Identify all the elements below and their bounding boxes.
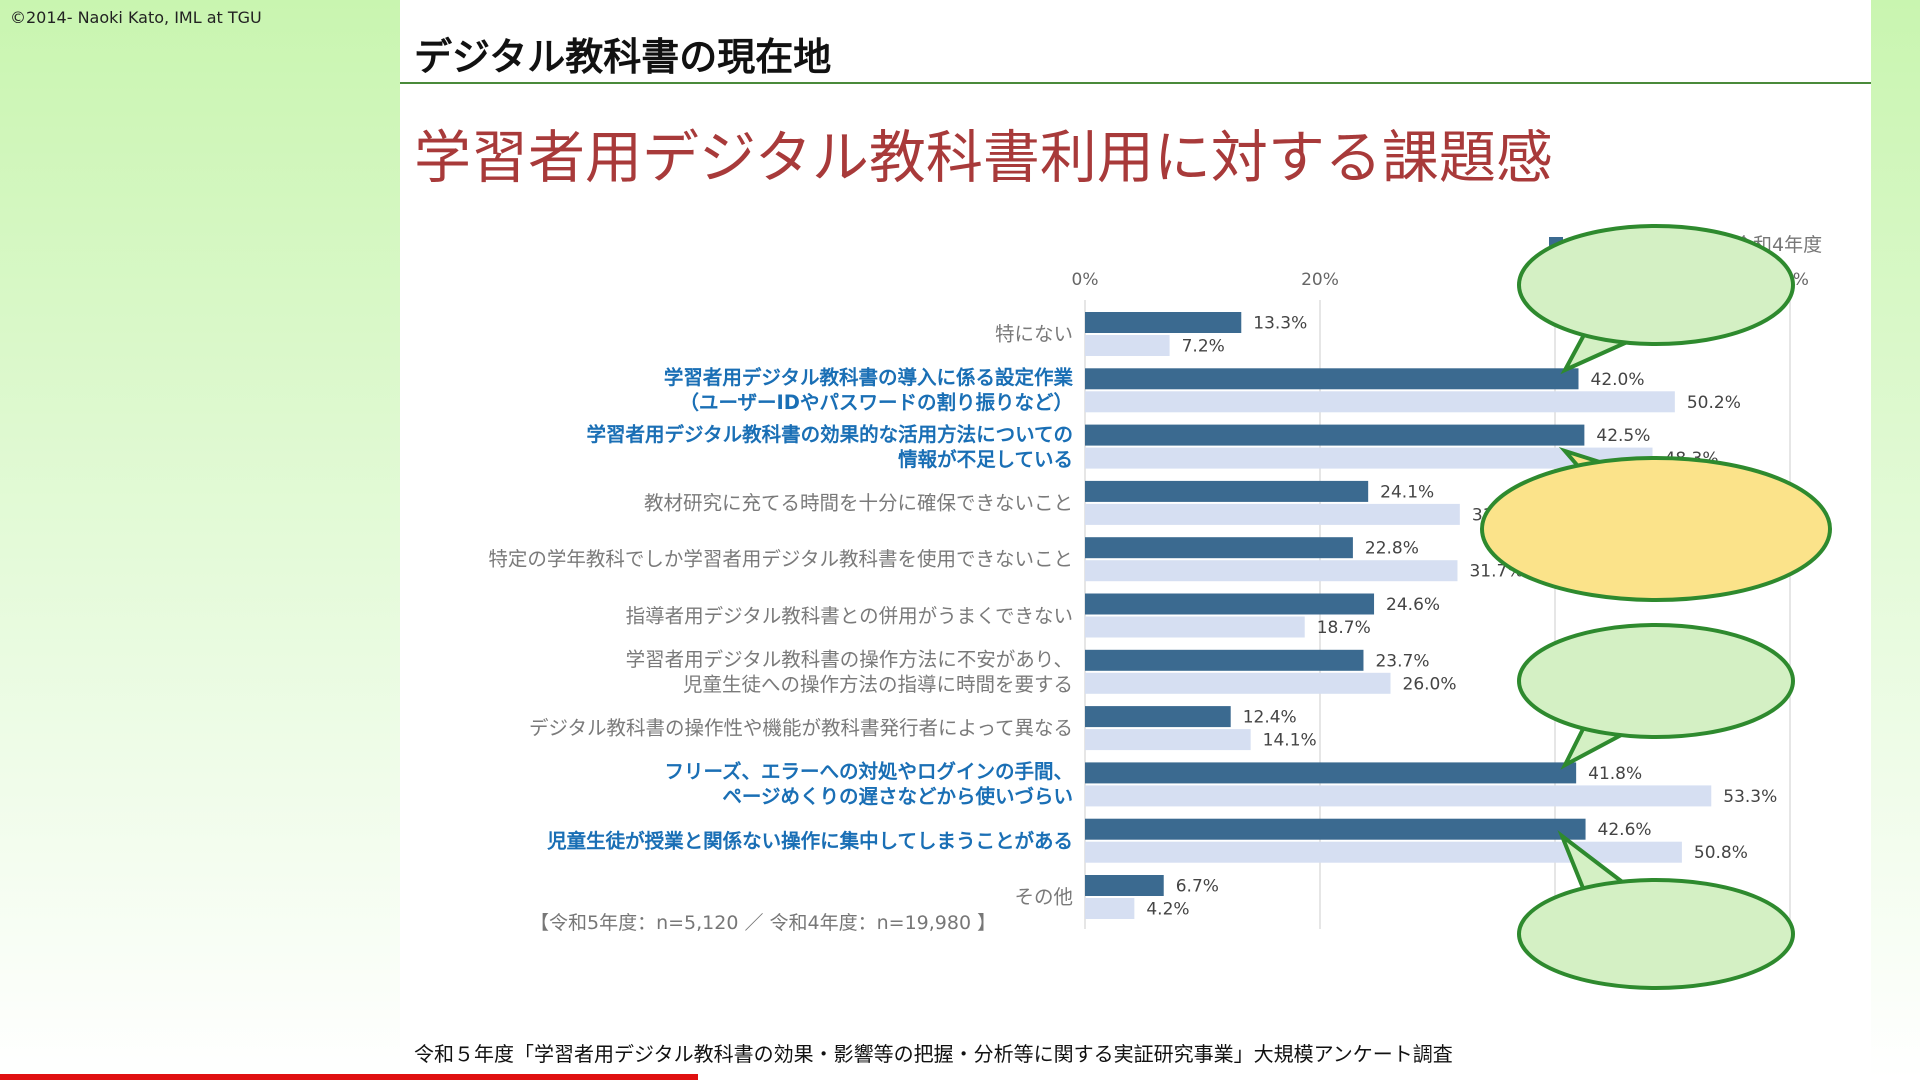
bar [1085,391,1675,413]
category-label: フリーズ、エラーへの対処やログインの手間、 ページめくりの遅さなどから使いづらい [664,760,1073,809]
value-label: 26.0% [1403,674,1457,694]
bar [1085,335,1170,356]
callout-bubble [1517,878,1795,990]
chart-title: 学習者用デジタル教科書利用に対する課題感 [414,125,1553,191]
bar [1085,312,1242,333]
category-label: 児童生徒が授業と関係ない操作に集中してしまうことがある [547,829,1073,853]
bar [1085,649,1364,671]
value-label: 6.7% [1176,877,1219,897]
section-title: デジタル教科書の現在地 [414,35,832,79]
category-label: 教材研究に充てる時間を十分に確保できないこと [643,491,1073,515]
x-tick-label: 0% [1072,270,1099,290]
bar [1085,503,1460,525]
bar [1085,818,1586,840]
chart-note: 【令和5年度：n=5,120 ／ 令和4年度：n=19,980 】 [530,912,997,934]
bar [1085,785,1712,807]
callout-bubble [1517,224,1795,346]
bar [1085,672,1391,694]
bar [1085,537,1353,559]
value-label: 7.2% [1182,337,1225,357]
value-label: 23.7% [1375,651,1429,671]
category-label: 特定の学年教科でしか学習者用デジタル教科書を使用できないこと [488,547,1073,571]
value-label: 14.1% [1263,731,1317,751]
value-label: 41.8% [1588,764,1642,784]
bar [1085,762,1577,784]
value-label: 22.8% [1365,539,1419,559]
bar [1085,898,1135,919]
bar [1085,729,1251,751]
value-label: 42.5% [1596,426,1650,446]
category-label: 学習者用デジタル教科書の効果的な活用方法についての 情報が不足している [586,422,1073,471]
category-label: 学習者用デジタル教科書の導入に係る設定作業 （ユーザーIDやパスワードの割り振り… [663,366,1073,415]
bar [1085,480,1369,502]
category-label: その他 [1014,885,1073,909]
bar [1085,560,1458,582]
value-label: 18.7% [1317,618,1371,638]
value-label: 50.8% [1694,843,1748,863]
progress-bar [0,1074,698,1080]
bar [1085,616,1305,638]
value-label: 12.4% [1243,708,1297,728]
value-label: 4.2% [1146,900,1189,920]
category-label: 指導者用デジタル教科書との併用がうまくできない [625,604,1073,627]
value-label: 24.6% [1386,595,1440,615]
copyright: ©2014- Naoki Kato, IML at TGU [10,8,262,27]
value-label: 53.3% [1723,787,1777,807]
value-label: 42.0% [1591,370,1645,390]
bar [1085,368,1579,390]
value-label: 13.3% [1253,314,1307,334]
category-label: 特にない [994,322,1073,346]
x-tick-label: 20% [1301,270,1339,290]
bar [1085,424,1585,446]
header-rule [400,82,1871,84]
bar [1085,447,1653,469]
callout-bubble [1480,456,1832,602]
category-label: デジタル教科書の操作性や機能が教科書発行者によって異なる [528,716,1073,740]
bar [1085,706,1231,728]
value-label: 50.2% [1687,393,1741,413]
bar [1085,841,1682,863]
bar [1085,875,1164,896]
callout-bubble [1517,623,1795,739]
value-label: 24.1% [1380,482,1434,502]
value-label: 42.6% [1598,820,1652,840]
footer-source: 令和５年度「学習者用デジタル教科書の効果・影響等の把握・分析等に関する実証研究事… [414,1042,1453,1066]
bar [1085,593,1375,615]
category-label: 学習者用デジタル教科書の操作方法に不安があり、 児童生徒への操作方法の指導に時間… [625,647,1073,696]
